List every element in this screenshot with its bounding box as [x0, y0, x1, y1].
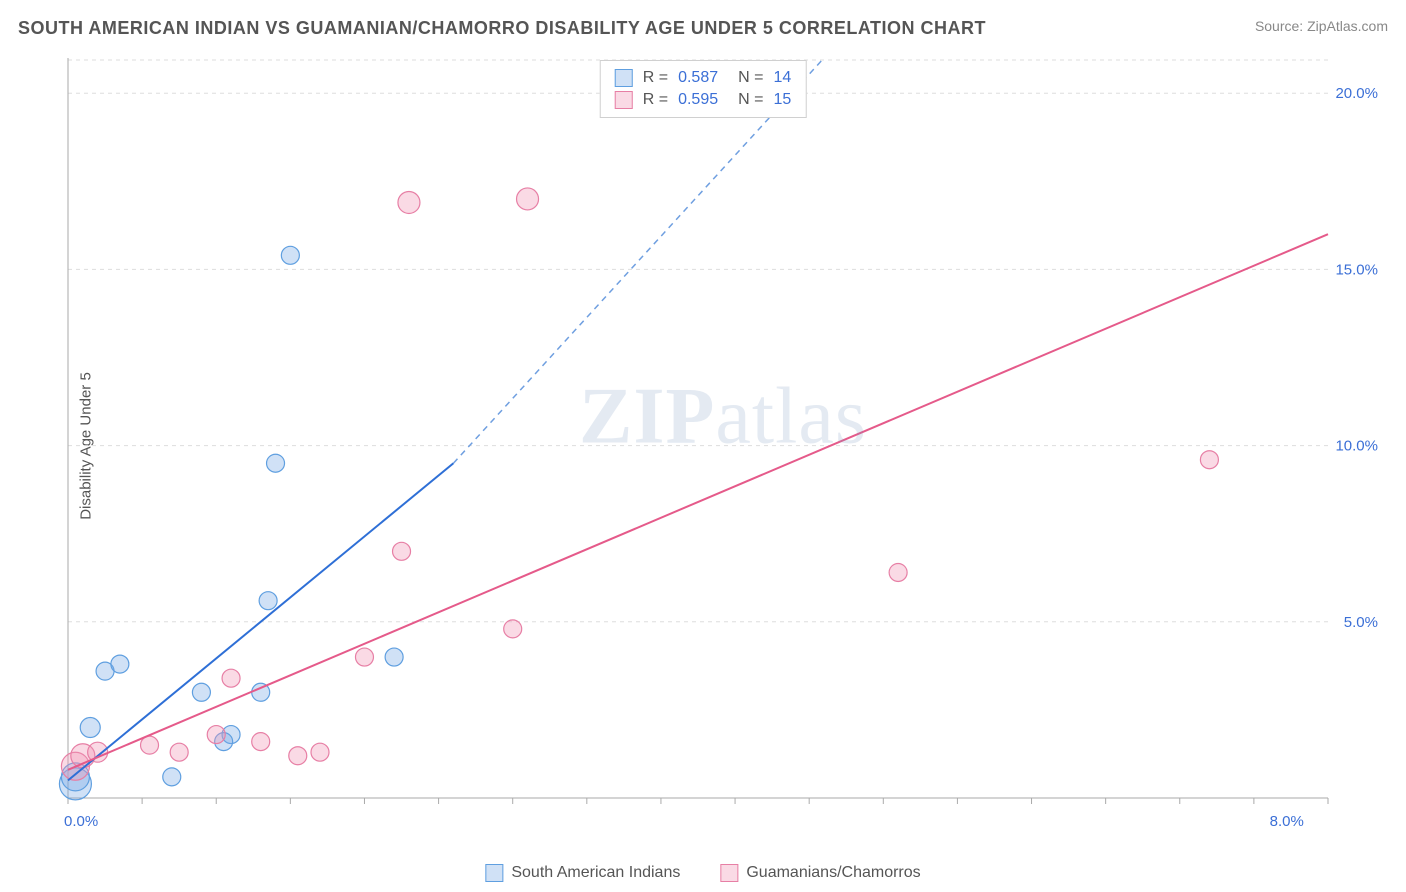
- svg-text:15.0%: 15.0%: [1335, 261, 1378, 278]
- legend-swatch: [720, 864, 738, 882]
- svg-text:8.0%: 8.0%: [1270, 813, 1304, 830]
- legend-correlation: R = 0.587 N = 14 R = 0.595 N = 15: [600, 60, 807, 118]
- r-value: 0.587: [678, 69, 718, 87]
- chart-area: 5.0%10.0%15.0%20.0%0.0%8.0% ZIPatlas: [58, 58, 1388, 838]
- legend-swatch: [615, 69, 633, 87]
- scatter-plot: 5.0% 10.0% 15.0% 20.0% 0.0% 8.0%: [58, 58, 1388, 838]
- legend-series: South American Indians Guamanians/Chamorr…: [485, 864, 920, 882]
- legend-stat-row: R = 0.595 N = 15: [615, 89, 792, 111]
- svg-text:20.0%: 20.0%: [1335, 85, 1378, 102]
- r-value: 0.595: [678, 91, 718, 109]
- chart-title: SOUTH AMERICAN INDIAN VS GUAMANIAN/CHAMO…: [18, 18, 986, 39]
- n-label: N =: [738, 69, 763, 87]
- legend-series-item: South American Indians: [485, 864, 680, 882]
- legend-series-label: South American Indians: [511, 864, 680, 882]
- source-label: Source: ZipAtlas.com: [1255, 18, 1388, 34]
- n-value: 15: [773, 91, 791, 109]
- legend-series-item: Guamanians/Chamorros: [720, 864, 920, 882]
- svg-text:0.0%: 0.0%: [64, 813, 98, 830]
- legend-series-label: Guamanians/Chamorros: [746, 864, 920, 882]
- svg-text:10.0%: 10.0%: [1335, 438, 1378, 455]
- n-label: N =: [738, 91, 763, 109]
- n-value: 14: [773, 69, 791, 87]
- r-label: R =: [643, 69, 668, 87]
- svg-text:5.0%: 5.0%: [1344, 614, 1378, 631]
- legend-stat-row: R = 0.587 N = 14: [615, 67, 792, 89]
- legend-swatch: [485, 864, 503, 882]
- legend-swatch: [615, 91, 633, 109]
- r-label: R =: [643, 91, 668, 109]
